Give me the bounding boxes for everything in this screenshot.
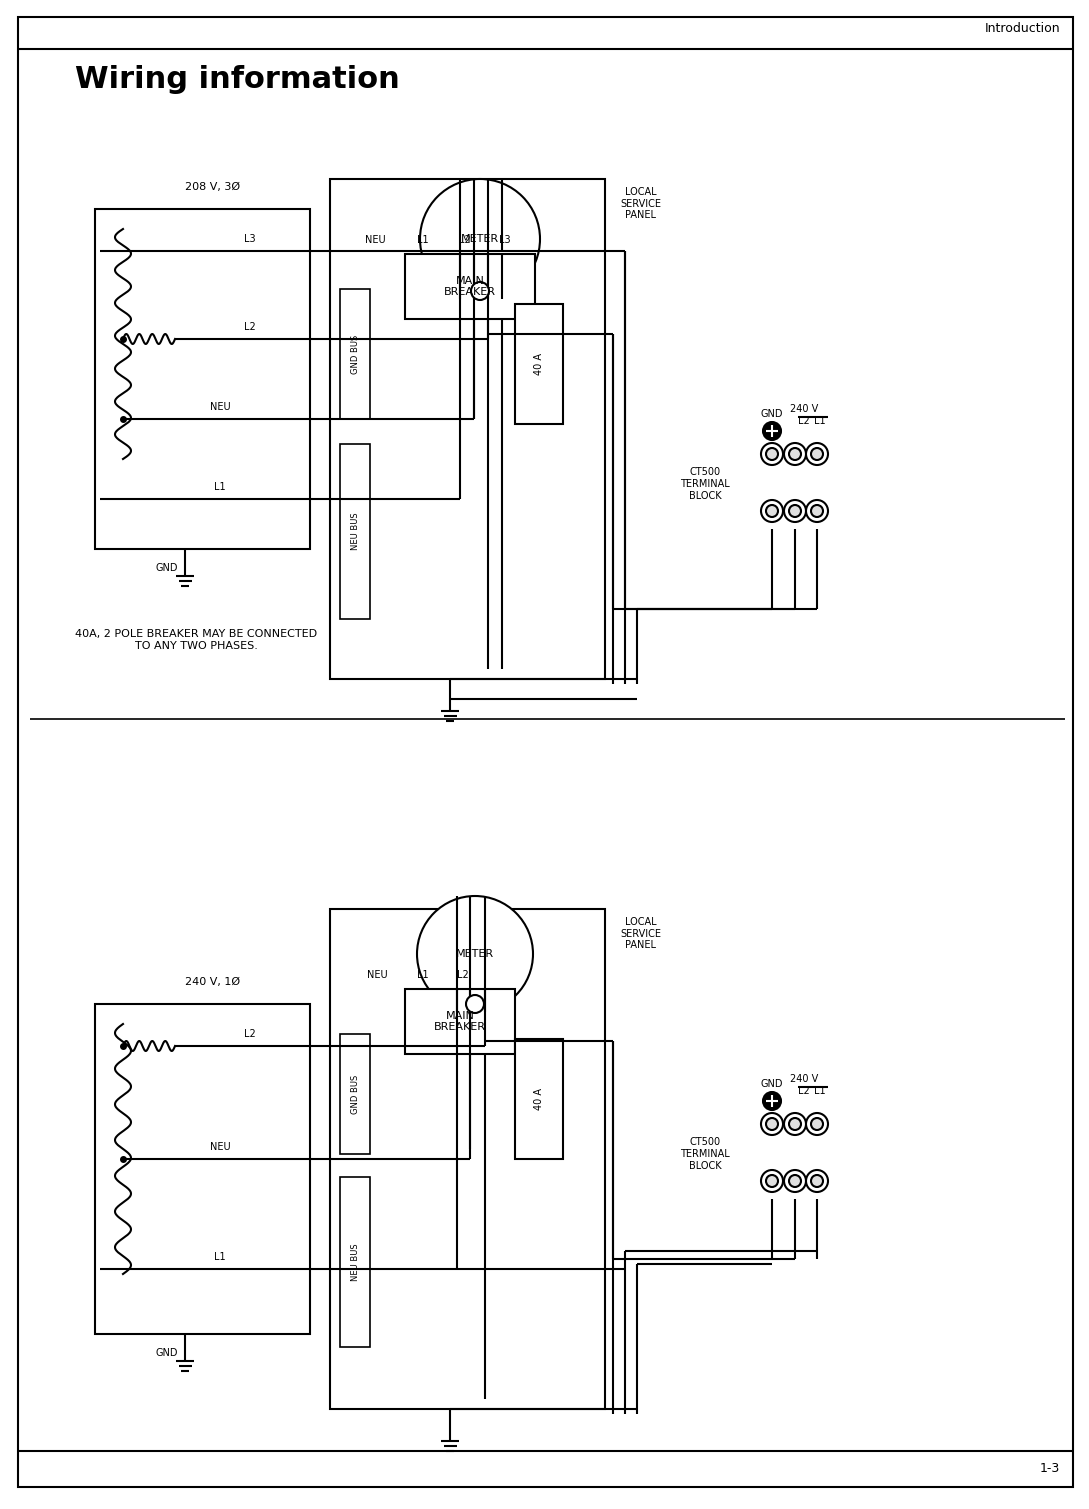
- Text: Wiring information: Wiring information: [75, 65, 400, 94]
- Circle shape: [790, 448, 802, 460]
- Circle shape: [806, 499, 828, 522]
- Circle shape: [420, 180, 540, 299]
- Text: GND: GND: [761, 1079, 783, 1089]
- Text: METER: METER: [461, 234, 499, 244]
- Circle shape: [784, 444, 806, 465]
- Bar: [95, 210, 310, 549]
- Text: L2: L2: [244, 321, 256, 332]
- Text: GND BUS: GND BUS: [351, 335, 359, 374]
- Circle shape: [472, 282, 489, 300]
- Bar: [515, 1040, 563, 1159]
- Text: L1: L1: [417, 970, 429, 979]
- Text: GND: GND: [155, 563, 178, 573]
- Circle shape: [761, 1169, 783, 1192]
- Circle shape: [806, 1169, 828, 1192]
- Text: L2: L2: [460, 235, 470, 244]
- Circle shape: [761, 444, 783, 465]
- Bar: [330, 908, 605, 1409]
- Text: 1-3: 1-3: [1040, 1462, 1060, 1476]
- Text: 240 V, 1Ø: 240 V, 1Ø: [185, 976, 240, 987]
- Text: NEU: NEU: [367, 970, 388, 979]
- Circle shape: [811, 506, 823, 518]
- Text: L1: L1: [815, 1086, 825, 1096]
- Text: L1: L1: [417, 235, 429, 244]
- Text: NEU: NEU: [210, 1142, 230, 1151]
- Text: 40 A: 40 A: [534, 1088, 544, 1111]
- Text: L2: L2: [244, 1029, 256, 1040]
- Text: 240 V: 240 V: [790, 404, 818, 413]
- Bar: [95, 1003, 310, 1334]
- Text: 208 V, 3Ø: 208 V, 3Ø: [185, 183, 240, 192]
- Text: L3: L3: [244, 234, 256, 244]
- Bar: [330, 180, 605, 679]
- Circle shape: [763, 1093, 781, 1111]
- Text: L2: L2: [798, 1086, 810, 1096]
- Text: L3: L3: [499, 235, 511, 244]
- Text: NEU: NEU: [210, 401, 230, 412]
- Circle shape: [766, 1176, 778, 1188]
- Text: LOCAL
SERVICE
PANEL: LOCAL SERVICE PANEL: [620, 917, 661, 951]
- Bar: [340, 444, 370, 619]
- Bar: [340, 290, 370, 420]
- Text: 40A, 2 POLE BREAKER MAY BE CONNECTED
TO ANY TWO PHASES.: 40A, 2 POLE BREAKER MAY BE CONNECTED TO …: [75, 629, 317, 650]
- Circle shape: [761, 1114, 783, 1135]
- Text: L1: L1: [815, 416, 825, 426]
- Circle shape: [417, 896, 533, 1013]
- Bar: [340, 1034, 370, 1154]
- Circle shape: [466, 994, 484, 1013]
- Circle shape: [790, 506, 802, 518]
- Circle shape: [784, 1114, 806, 1135]
- Text: 240 V: 240 V: [790, 1074, 818, 1083]
- Circle shape: [811, 448, 823, 460]
- Text: CT500
TERMINAL
BLOCK: CT500 TERMINAL BLOCK: [681, 1138, 730, 1171]
- Text: GND BUS: GND BUS: [351, 1074, 359, 1114]
- Text: NEU: NEU: [365, 235, 386, 244]
- Text: GND: GND: [155, 1348, 178, 1358]
- Circle shape: [784, 499, 806, 522]
- Circle shape: [790, 1176, 802, 1188]
- Text: METER: METER: [456, 949, 494, 960]
- Circle shape: [766, 448, 778, 460]
- Text: NEU BUS: NEU BUS: [351, 513, 359, 551]
- Text: L2: L2: [798, 416, 810, 426]
- Text: L2: L2: [457, 970, 469, 979]
- Text: 40 A: 40 A: [534, 353, 544, 376]
- Text: LOCAL
SERVICE
PANEL: LOCAL SERVICE PANEL: [620, 187, 661, 220]
- Circle shape: [806, 1114, 828, 1135]
- Circle shape: [784, 1169, 806, 1192]
- Circle shape: [811, 1118, 823, 1130]
- Bar: [405, 988, 515, 1053]
- Circle shape: [761, 499, 783, 522]
- Bar: [405, 254, 535, 318]
- Circle shape: [766, 1118, 778, 1130]
- Circle shape: [806, 444, 828, 465]
- Circle shape: [790, 1118, 802, 1130]
- Bar: [515, 303, 563, 424]
- Circle shape: [763, 423, 781, 441]
- Text: MAIN
BREAKER: MAIN BREAKER: [435, 1011, 486, 1032]
- Circle shape: [811, 1176, 823, 1188]
- Circle shape: [766, 506, 778, 518]
- Text: NEU BUS: NEU BUS: [351, 1243, 359, 1281]
- Text: GND: GND: [761, 409, 783, 420]
- Text: L1: L1: [215, 1252, 225, 1262]
- Text: MAIN
BREAKER: MAIN BREAKER: [444, 276, 495, 297]
- Text: L1: L1: [215, 481, 225, 492]
- Text: Introduction: Introduction: [984, 23, 1060, 36]
- Bar: [340, 1177, 370, 1348]
- Text: CT500
TERMINAL
BLOCK: CT500 TERMINAL BLOCK: [681, 468, 730, 501]
